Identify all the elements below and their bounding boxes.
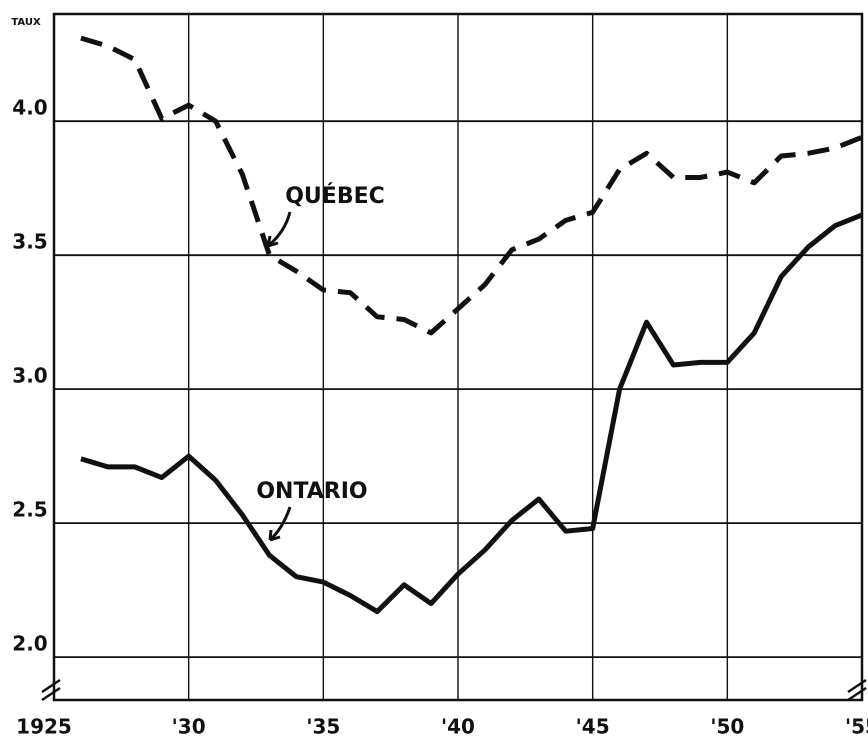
x-tick-label: '55 (845, 715, 868, 739)
x-tick-label: '50 (710, 715, 744, 739)
y-axis-label: TAUX (11, 17, 41, 28)
axis-break (847, 678, 867, 702)
x-tick-label: 1925 (16, 715, 72, 739)
y-tick-label: 3.5 (12, 230, 47, 254)
x-tick-label: '40 (441, 715, 475, 739)
series-label: QUÉBEC (285, 183, 385, 209)
series-line (80, 35, 863, 336)
y-tick-label: 3.0 (12, 364, 47, 388)
label-arrow (268, 506, 292, 542)
series-label: ONTARIO (256, 479, 367, 504)
x-tick-label: '35 (306, 715, 340, 739)
axis-break (41, 678, 61, 702)
x-tick-label: '45 (576, 715, 610, 739)
x-tick-label: '30 (172, 715, 206, 739)
label-arrow (266, 211, 292, 248)
y-tick-label: 2.0 (12, 632, 47, 656)
y-tick-label: 4.0 (12, 96, 47, 120)
series-line (80, 212, 863, 615)
y-tick-label: 2.5 (12, 498, 47, 522)
